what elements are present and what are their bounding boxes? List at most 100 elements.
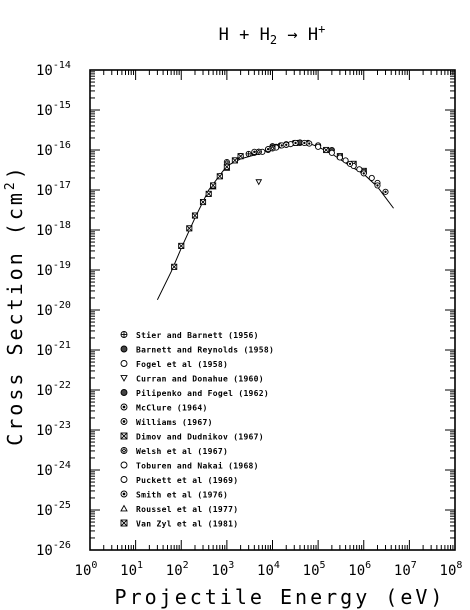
marker-shape [368,174,375,182]
y-tick-exp: -26 [53,540,71,551]
marker-shape [356,166,363,173]
legend-item: McClure (1964) [120,403,208,413]
marker-dot [122,492,126,496]
x-axis-label: Projectile Energy (eV) [115,585,446,609]
data-point [283,141,290,148]
marker-dot [376,184,379,187]
marker-stroke [205,190,212,197]
data-point [223,163,230,170]
x-tick-exp: 0 [91,560,97,571]
data-point [205,190,212,197]
x-tick-label: 104 [257,560,280,579]
marker-stroke [200,199,206,205]
data-point [210,182,217,189]
fit-curve-line [156,141,394,301]
marker-dot [285,143,288,146]
marker-inner [270,146,275,151]
chart-title-text: H + H2 → H+ [219,22,326,47]
marker-shape [120,360,128,367]
marker-shape [328,149,335,156]
data-point [255,148,262,155]
marker-stroke [231,157,238,164]
legend-marker [120,490,128,498]
legend-label: Fogel et al (1958) [136,360,228,369]
title-part: 2 [270,33,277,47]
marker-dot [303,141,306,145]
marker-stroke [171,263,178,270]
y-tick-exp: -18 [53,220,71,231]
y-tick-exp: -19 [53,260,71,271]
legend-marker [120,504,128,512]
marker-stroke [237,153,244,160]
title-part: H [298,25,318,45]
y-tick-label: 10-18 [36,220,71,239]
data-point [251,148,258,155]
y-tick-exp: -22 [53,380,71,391]
legend-label: Puckett et al (1969) [136,476,238,485]
y-tick-base: 10 [36,423,53,439]
data-point [216,173,223,180]
legend-label: Stier and Barnett (1956) [136,330,259,340]
x-tick-label: 103 [211,560,234,579]
legend-marker [120,389,128,396]
legend-marker [120,403,128,411]
y-tick-base: 10 [36,143,53,159]
y-tick-label: 10-26 [36,540,71,559]
data-point [191,212,199,219]
y-tick-exp: -15 [53,100,71,111]
y-tick-label: 10-20 [36,300,71,319]
y-tick-base: 10 [36,303,53,319]
legend-marker [120,519,128,527]
data-points [171,139,389,270]
legend-marker [120,331,128,338]
y-tick-exp: -20 [53,300,71,311]
marker-shape [342,157,349,164]
y-tick-exp: -16 [53,140,71,151]
legend-item: Williams (1967) [120,417,212,427]
legend-marker [120,461,128,469]
y-axis-label-sup: 2 [3,179,18,190]
title-part: + [229,25,249,45]
x-tick-exp: 2 [183,560,189,571]
y-tick-exp: -25 [53,500,71,511]
series-9 [315,143,375,182]
x-tick-exp: 5 [320,560,326,571]
legend-item: Roussel et al (1977) [120,504,238,514]
y-tick-base: 10 [36,543,53,559]
marker-inner [121,448,127,453]
legend-marker [120,345,128,353]
data-point [342,157,349,164]
legend-item: Smith et al (1976) [120,490,228,500]
legend-label: Smith et al (1976) [136,490,228,500]
marker-dot [266,147,270,151]
legend: Stier and Barnett (1956) Barnett and Reyn… [120,330,274,529]
y-tick-label: 10-15 [36,100,71,119]
x-tick-label: 101 [120,560,143,579]
y-tick-label: 10-23 [36,420,71,439]
y-tick-label: 10-21 [36,340,71,359]
y-tick-label: 10-24 [36,460,71,479]
y-tick-base: 10 [36,263,53,279]
data-point [374,182,381,189]
legend-item: Fogel et al (1958) [120,360,228,369]
marker-dot [122,420,126,423]
legend-item: Toburen and Nakai (1968) [120,461,259,471]
x-tick-base: 10 [166,563,183,579]
legend-label: Pilipenko and Fogel (1962) [136,388,269,398]
legend-label: McClure (1964) [136,404,208,413]
y-tick-exp: -21 [53,340,71,351]
chart-title: H + H2 → H+ [219,22,326,47]
marker-stroke [178,242,185,249]
marker-dot [362,172,365,175]
marker-shape [120,504,128,512]
data-point [346,160,354,167]
legend-item: Pilipenko and Fogel (1962) [120,388,269,398]
legend-label: Welsh et al (1967) [136,447,228,456]
legend-label: Toburen and Nakai (1968) [136,461,259,471]
series-3 [255,179,263,186]
data-point [237,153,244,160]
y-tick-base: 10 [36,103,53,119]
legend-marker [120,447,128,454]
data-point [323,146,330,154]
x-tick-exp: 8 [456,560,462,571]
